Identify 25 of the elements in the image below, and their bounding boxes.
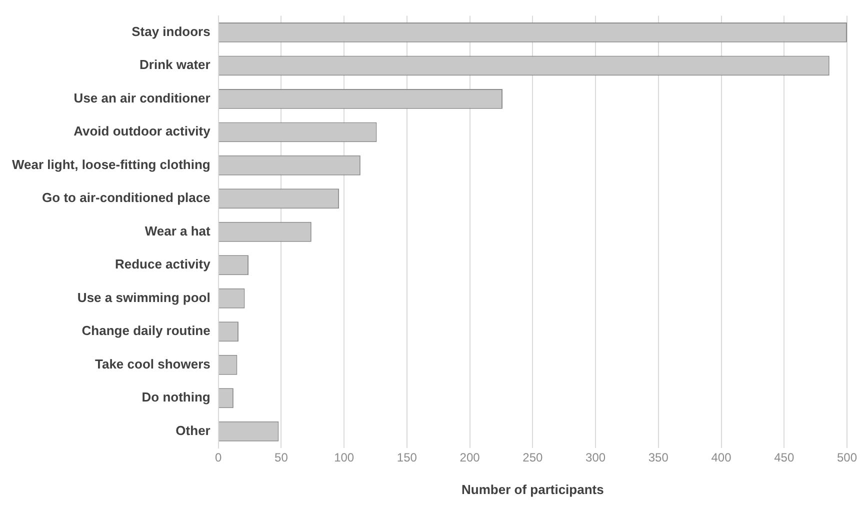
- y-tick-label: Go to air-conditioned place: [42, 190, 210, 206]
- x-tick-label: 100: [334, 450, 354, 465]
- y-tick-label: Stay indoors: [132, 24, 210, 39]
- x-tick-label: 0: [215, 450, 222, 465]
- x-tick-label: 250: [522, 450, 544, 465]
- y-tick-label: Drink water: [140, 57, 210, 72]
- y-tick-label: Wear a hat: [144, 223, 212, 238]
- x-tick-label: 50: [274, 450, 288, 465]
- y-tick-label: Wear light, loose-fitting clothing: [12, 156, 210, 172]
- y-tick-label: Take cool showers: [95, 356, 210, 372]
- x-axis-title: Number of participants: [462, 482, 604, 497]
- x-tick-label: 450: [774, 450, 794, 465]
- x-tick-label: 300: [586, 450, 606, 465]
- x-tick-label: 200: [460, 450, 480, 465]
- y-tick-label: Use a swimming pool: [77, 290, 210, 305]
- y-tick-label: Avoid outdoor activity: [74, 124, 212, 139]
- y-tick-label: Use an air conditioner: [74, 90, 210, 106]
- y-tick-label: Change daily routine: [82, 323, 210, 338]
- x-tick-label: 400: [711, 450, 732, 465]
- y-tick-label: Reduce activity: [114, 256, 212, 272]
- y-tick-label: Do nothing: [142, 390, 210, 405]
- y-tick-label: Other: [176, 422, 210, 438]
- x-tick-label: 500: [836, 450, 858, 465]
- x-tick-label: 350: [648, 450, 669, 465]
- x-tick-label: 150: [396, 450, 418, 465]
